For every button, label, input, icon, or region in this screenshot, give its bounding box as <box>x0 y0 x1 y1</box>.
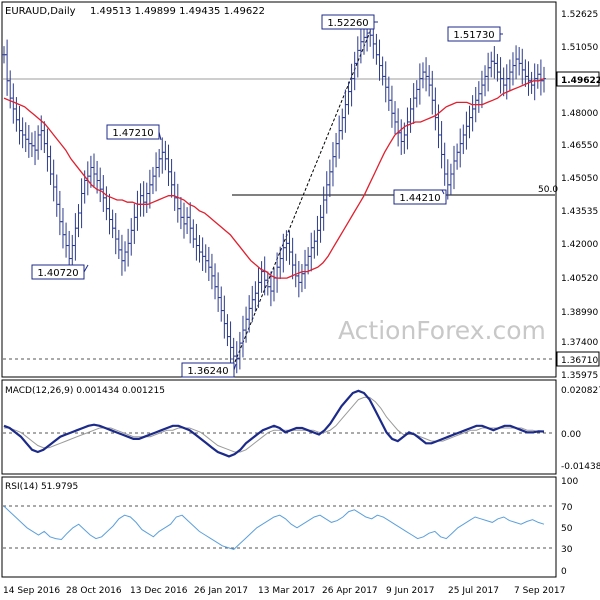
annotation-high: 1.52260 <box>327 18 368 29</box>
annotation-high-2: 1.51730 <box>453 30 494 41</box>
price-panel <box>1 1 557 378</box>
x-tick-label: 14 Sep 2016 <box>3 586 60 596</box>
rsi-panel <box>1 476 557 578</box>
rsi-title: RSI(14) 51.9795 <box>5 482 78 492</box>
annotation-connector <box>83 264 89 273</box>
macd-line <box>3 389 545 458</box>
rsi-y-tick: 0 <box>561 567 567 577</box>
ohlc-readout: 1.49513 1.49899 1.49435 1.49622 <box>90 6 265 17</box>
y-tick-label: 1.42000 <box>561 240 598 250</box>
annotation-low-1: 1.40720 <box>37 268 78 279</box>
x-tick-label: 28 Oct 2016 <box>66 586 122 596</box>
x-tick-label: 13 Dec 2016 <box>130 586 188 596</box>
annotation-low: 1.36240 <box>187 366 228 377</box>
ohlc-bar <box>542 66 546 93</box>
y-tick-label: 1.45050 <box>561 174 598 184</box>
rsi-y-tick: 30 <box>561 545 573 555</box>
rsi-y-tick: 70 <box>561 503 573 513</box>
macd-y-tick: 0.020827 <box>561 386 600 396</box>
annotation-connector <box>441 189 445 195</box>
x-tick-label: 7 Sep 2017 <box>514 586 565 596</box>
y-tick-label: 1.46550 <box>561 141 598 151</box>
rsi-y-tick: 50 <box>561 524 573 534</box>
y-tick-label: 1.40520 <box>561 274 598 284</box>
x-tick-label: 25 Jul 2017 <box>448 586 499 596</box>
watermark-text: ActionForex.com <box>338 316 546 345</box>
macd-signal-line <box>4 396 545 453</box>
macd-title: MACD(12,26,9) 0.001434 0.001215 <box>5 386 165 396</box>
x-tick-label: 26 Apr 2017 <box>322 586 378 596</box>
annotation-mid: 1.47210 <box>112 128 153 139</box>
annotation-connector <box>233 363 237 371</box>
annotation-box <box>393 189 447 205</box>
y-tick-label: 1.37400 <box>561 338 598 348</box>
support-price-label: 1.36710 <box>561 356 598 366</box>
x-tick-label: 13 Mar 2017 <box>258 586 315 596</box>
y-tick-label: 1.38990 <box>561 308 598 318</box>
last-price-tag <box>556 71 600 87</box>
support-price-tag <box>556 351 600 367</box>
y-tick-label: 1.52625 <box>561 10 598 20</box>
macd-panel <box>1 379 557 475</box>
last-price-label: 1.49622 <box>561 76 600 86</box>
moving-average-line <box>3 78 545 279</box>
x-tick-label: 9 Jun 2017 <box>386 586 434 596</box>
x-axis: 14 Sep 2016 28 Oct 2016 13 Dec 2016 26 J… <box>3 586 565 596</box>
y-tick-label: 1.48000 <box>561 109 598 119</box>
macd-y-tick: 0.00 <box>561 430 581 440</box>
rsi-y-tick: 100 <box>561 477 578 487</box>
annotation-connector <box>158 131 162 141</box>
fib-level-label: 50.0 <box>538 185 558 195</box>
rsi-line <box>3 505 545 550</box>
symbol-label: EURAUD,Daily <box>5 6 76 17</box>
y-tick-label: 1.51050 <box>561 43 598 53</box>
y-tick-label: 1.35975 <box>561 371 598 381</box>
price-annotations: 1.52260 1.51730 1.47210 1.44210 1.40720 … <box>31 14 503 378</box>
x-tick-label: 26 Jan 2017 <box>194 586 248 596</box>
annotation-low-2: 1.44210 <box>399 193 440 204</box>
price-y-axis: 1.52625 1.51050 1.49622 1.48000 1.46550 … <box>556 10 600 381</box>
macd-y-tick: -0.014386 <box>561 462 600 472</box>
y-tick-label: 1.43535 <box>561 207 598 217</box>
